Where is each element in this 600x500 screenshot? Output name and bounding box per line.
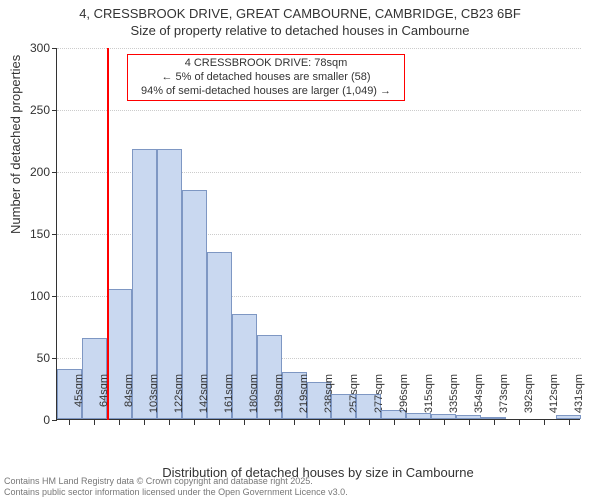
- xtick-label: 392sqm: [523, 374, 535, 424]
- xtick-mark: [269, 420, 270, 425]
- ytick-label: 200: [10, 165, 50, 179]
- xtick-mark: [519, 420, 520, 425]
- xtick-mark: [369, 420, 370, 425]
- ytick-mark: [52, 420, 57, 421]
- gridline: [57, 48, 581, 49]
- xtick-mark: [444, 420, 445, 425]
- ytick-label: 0: [10, 413, 50, 427]
- xtick-mark: [194, 420, 195, 425]
- ytick-mark: [52, 48, 57, 49]
- xtick-mark: [419, 420, 420, 425]
- ytick-mark: [52, 358, 57, 359]
- xtick-mark: [144, 420, 145, 425]
- footer-line2: Contains public sector information licen…: [4, 487, 348, 498]
- annotation-line: 4 CRESSBROOK DRIVE: 78sqm: [134, 57, 398, 71]
- ytick-mark: [52, 296, 57, 297]
- annotation-box: 4 CRESSBROOK DRIVE: 78sqm← 5% of detache…: [127, 54, 405, 101]
- ytick-label: 100: [10, 289, 50, 303]
- ytick-mark: [52, 110, 57, 111]
- xtick-mark: [394, 420, 395, 425]
- ytick-label: 150: [10, 227, 50, 241]
- xtick-mark: [544, 420, 545, 425]
- xtick-mark: [94, 420, 95, 425]
- xtick-mark: [469, 420, 470, 425]
- ytick-label: 250: [10, 103, 50, 117]
- ytick-mark: [52, 172, 57, 173]
- xtick-mark: [244, 420, 245, 425]
- title-line1: 4, CRESSBROOK DRIVE, GREAT CAMBOURNE, CA…: [0, 6, 600, 23]
- title-line2: Size of property relative to detached ho…: [0, 23, 600, 40]
- chart-title: 4, CRESSBROOK DRIVE, GREAT CAMBOURNE, CA…: [0, 0, 600, 40]
- xtick-label: 373sqm: [498, 374, 510, 424]
- xtick-mark: [494, 420, 495, 425]
- xtick-mark: [569, 420, 570, 425]
- xtick-mark: [169, 420, 170, 425]
- annotation-line: 94% of semi-detached houses are larger (…: [134, 85, 398, 99]
- plot-region: 05010015020025030045sqm64sqm84sqm103sqm1…: [56, 48, 580, 420]
- xtick-mark: [294, 420, 295, 425]
- chart-container: 4, CRESSBROOK DRIVE, GREAT CAMBOURNE, CA…: [0, 0, 600, 500]
- xtick-label: 431sqm: [573, 374, 585, 424]
- xtick-mark: [69, 420, 70, 425]
- footer-line1: Contains HM Land Registry data © Crown c…: [4, 476, 348, 487]
- xtick-mark: [119, 420, 120, 425]
- gridline: [57, 110, 581, 111]
- y-axis-label: Number of detached properties: [8, 55, 23, 234]
- ytick-label: 50: [10, 351, 50, 365]
- chart-area: 05010015020025030045sqm64sqm84sqm103sqm1…: [56, 48, 580, 420]
- annotation-line: ← 5% of detached houses are smaller (58): [134, 71, 398, 85]
- xtick-mark: [344, 420, 345, 425]
- footer-attribution: Contains HM Land Registry data © Crown c…: [4, 476, 348, 498]
- xtick-mark: [319, 420, 320, 425]
- ytick-label: 300: [10, 41, 50, 55]
- xtick-mark: [219, 420, 220, 425]
- marker-line: [107, 48, 109, 420]
- ytick-mark: [52, 234, 57, 235]
